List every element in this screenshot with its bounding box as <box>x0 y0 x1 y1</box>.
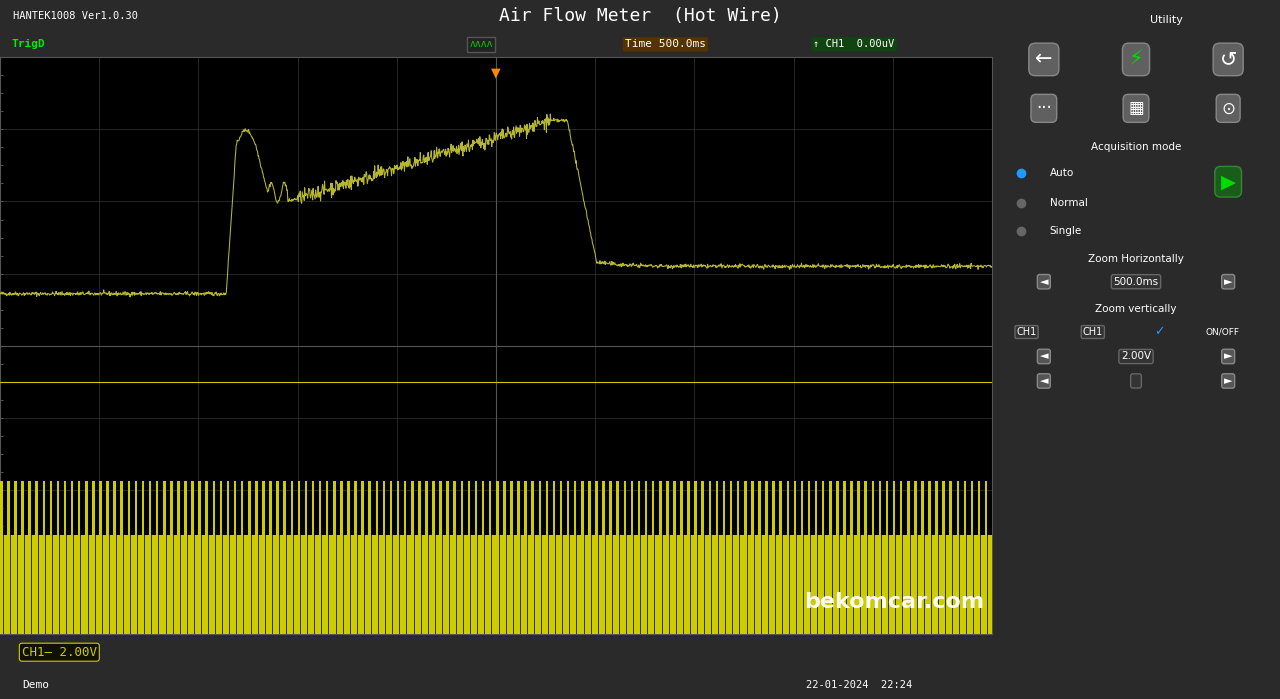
Text: TrigD: TrigD <box>12 39 46 50</box>
Text: CH1: CH1 <box>1083 327 1103 337</box>
Text: ↺: ↺ <box>1220 50 1236 69</box>
Text: Zoom vertically: Zoom vertically <box>1096 304 1176 314</box>
Text: ◄: ◄ <box>1039 277 1048 287</box>
Text: Normal: Normal <box>1050 198 1088 208</box>
Text: ▼: ▼ <box>476 59 486 71</box>
Text: ←: ← <box>1036 50 1052 69</box>
Text: HANTEK1008 Ver1.0.30: HANTEK1008 Ver1.0.30 <box>13 10 138 21</box>
Text: ►: ► <box>1224 277 1233 287</box>
Text: ▶: ▶ <box>1221 172 1235 192</box>
Text: 22-01-2024  22:24: 22-01-2024 22:24 <box>806 679 913 690</box>
Text: bekomcar.com: bekomcar.com <box>804 591 984 612</box>
Text: ON/OFF: ON/OFF <box>1206 328 1239 336</box>
Text: 2.00V: 2.00V <box>1121 352 1151 361</box>
Text: ✓: ✓ <box>1153 326 1165 338</box>
Text: CH1: CH1 <box>1016 327 1037 337</box>
Text: ▦: ▦ <box>1128 99 1144 117</box>
Text: ►: ► <box>1224 352 1233 361</box>
Text: 500.0ms: 500.0ms <box>1114 277 1158 287</box>
Text: ◄: ◄ <box>1039 376 1048 386</box>
Text: Demo: Demo <box>22 679 49 690</box>
Text: Single: Single <box>1050 226 1082 236</box>
Text: ʌʌʌʌ: ʌʌʌʌ <box>470 39 493 50</box>
Text: ⚡: ⚡ <box>1129 50 1143 69</box>
Text: ►: ► <box>1224 376 1233 386</box>
Text: ▼: ▼ <box>492 66 500 79</box>
Text: Auto: Auto <box>1050 168 1074 178</box>
Text: Air Flow Meter  (Hot Wire): Air Flow Meter (Hot Wire) <box>499 7 781 24</box>
Text: ⊙: ⊙ <box>1221 99 1235 117</box>
Text: Zoom Horizontally: Zoom Horizontally <box>1088 254 1184 264</box>
Text: ···: ··· <box>1036 99 1052 117</box>
Text: ↑ CH1  0.00uV: ↑ CH1 0.00uV <box>814 39 895 50</box>
Text: Utility: Utility <box>1151 15 1183 24</box>
Text: CH1— 2.00V: CH1— 2.00V <box>22 646 97 658</box>
Text: Time 500.0ms: Time 500.0ms <box>625 39 707 50</box>
Text: Acquisition mode: Acquisition mode <box>1091 142 1181 152</box>
Text: ◄: ◄ <box>1039 352 1048 361</box>
